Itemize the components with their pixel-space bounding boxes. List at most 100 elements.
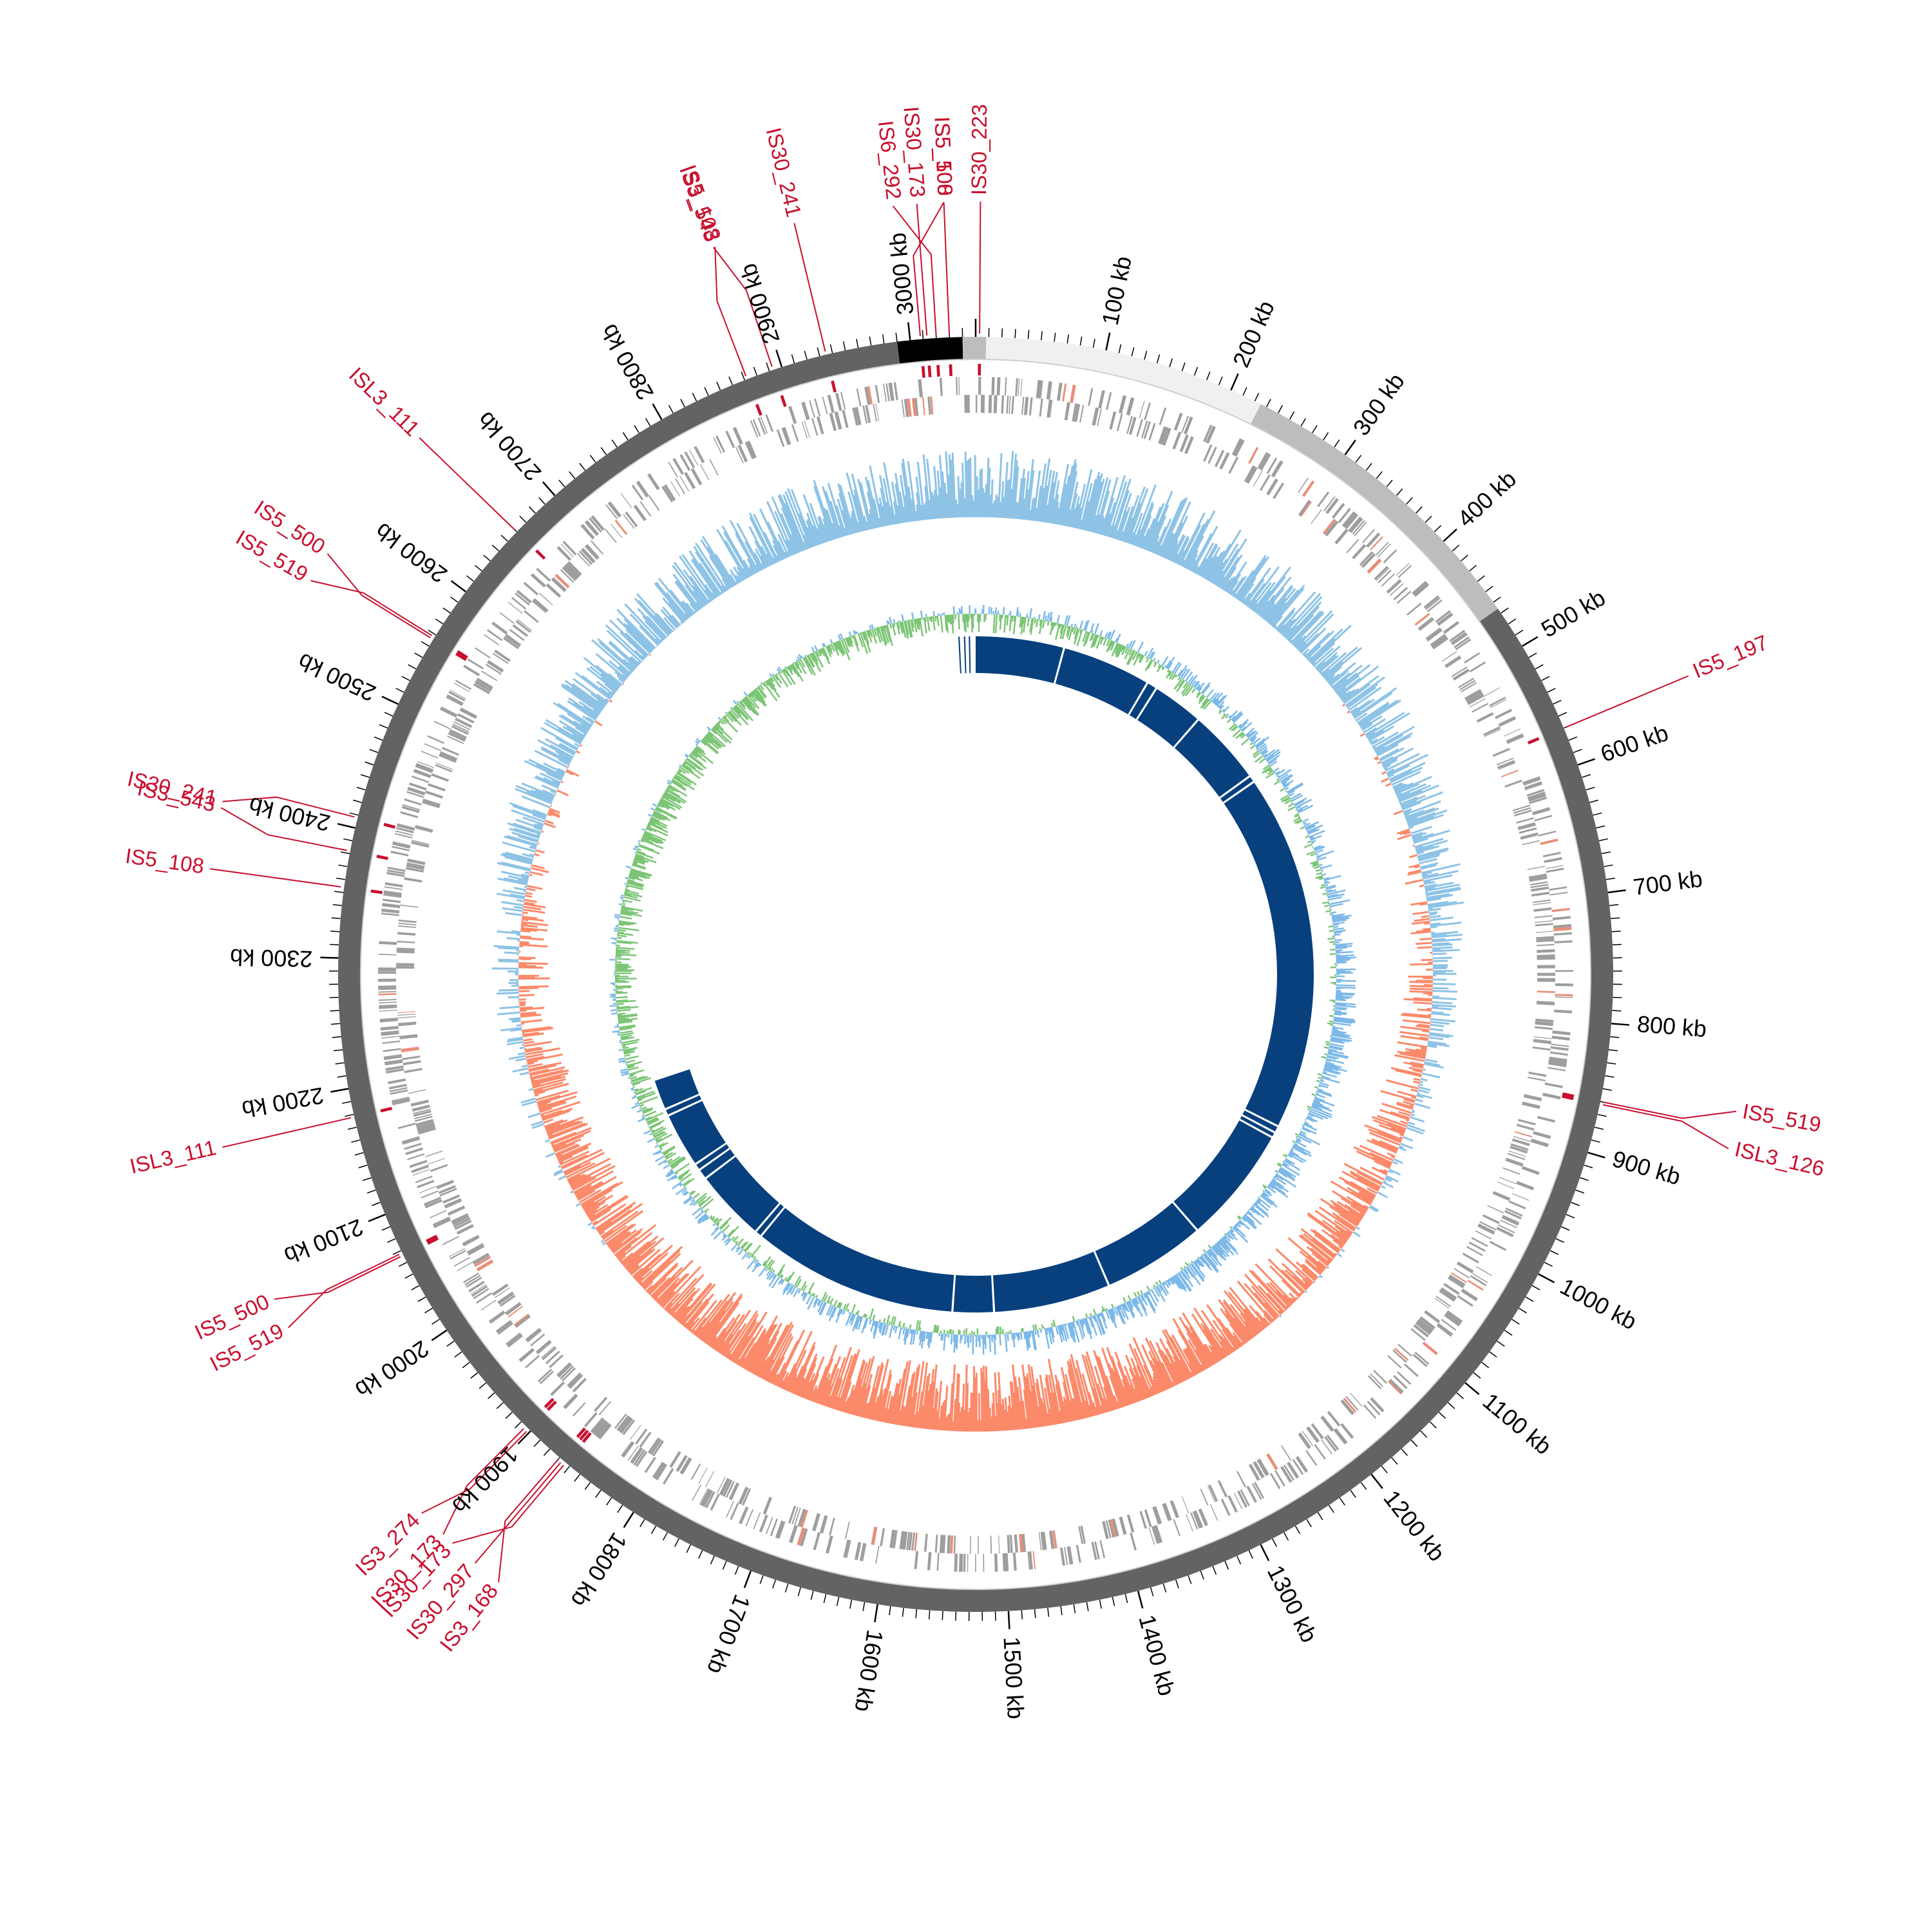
gene-block xyxy=(1497,760,1515,770)
gene-block xyxy=(576,553,591,567)
gene-block xyxy=(394,833,413,838)
is-label-leader xyxy=(892,205,937,335)
gene-block xyxy=(1162,428,1171,446)
minor-tick xyxy=(515,1421,522,1428)
gene-block xyxy=(560,1365,574,1380)
gene-block xyxy=(591,1418,606,1435)
minor-tick xyxy=(662,1532,668,1541)
minor-tick xyxy=(895,332,898,342)
major-tick xyxy=(1607,889,1626,894)
gene-block xyxy=(1349,1392,1363,1407)
minor-tick xyxy=(1283,1532,1289,1541)
gene-block xyxy=(1492,748,1510,757)
minor-tick xyxy=(710,1555,715,1565)
gene-block xyxy=(762,1497,773,1515)
gene-block xyxy=(384,886,402,891)
gene-block xyxy=(390,1089,408,1095)
scale-label: 700 kb xyxy=(1631,866,1703,901)
gene-block xyxy=(507,601,523,614)
gene-block xyxy=(629,1425,641,1440)
gene-block xyxy=(791,424,799,442)
gene-block xyxy=(801,421,808,439)
gene-block xyxy=(1555,970,1573,972)
is-label-leader xyxy=(916,204,928,336)
gene-block xyxy=(1549,1051,1568,1056)
major-tick xyxy=(874,1604,878,1623)
gene-block xyxy=(516,590,532,604)
gene-block xyxy=(980,395,984,413)
gene-block xyxy=(1397,565,1412,578)
gene-block xyxy=(867,386,873,405)
gene-block xyxy=(378,993,397,996)
gene-block xyxy=(1510,1146,1528,1154)
gene-block xyxy=(380,1026,399,1031)
gene-block xyxy=(1311,509,1322,524)
is-label-leader xyxy=(222,796,355,818)
gene-block xyxy=(1160,427,1170,445)
gene-block xyxy=(485,663,502,675)
gene-block xyxy=(386,1068,404,1074)
gene-block xyxy=(1529,797,1548,804)
gene-block xyxy=(680,1457,692,1475)
gene-block xyxy=(384,882,403,887)
gene-block xyxy=(1370,1397,1385,1413)
gene-block xyxy=(1260,453,1271,471)
gene-block xyxy=(1555,983,1573,987)
minor-tick xyxy=(1289,411,1295,420)
gene-block xyxy=(399,1034,418,1039)
gene-block xyxy=(1253,470,1263,487)
minor-tick xyxy=(1439,1412,1446,1419)
major-tick xyxy=(1230,373,1239,391)
gene-block xyxy=(914,397,919,416)
gene-block xyxy=(572,1402,586,1417)
gene-block xyxy=(1015,378,1019,397)
major-tick xyxy=(1443,528,1457,542)
gene-block xyxy=(1396,591,1412,604)
gene-block xyxy=(463,1272,480,1283)
minor-tick xyxy=(1047,1607,1050,1617)
gene-block xyxy=(911,398,917,417)
gene-block xyxy=(1523,779,1541,786)
gene-block xyxy=(1273,461,1283,478)
gene-block xyxy=(402,804,421,811)
gene-block xyxy=(752,419,761,437)
scale-label: 1100 kb xyxy=(1478,1388,1557,1460)
major-tick xyxy=(1611,1023,1630,1026)
gene-block xyxy=(1538,830,1557,837)
gene-block xyxy=(1269,1472,1281,1490)
is-label-leader xyxy=(419,437,515,530)
gene-block xyxy=(424,1197,442,1206)
minor-tick xyxy=(1612,943,1622,945)
gene-block xyxy=(1552,916,1571,920)
gene-block xyxy=(433,1217,451,1229)
gene-block xyxy=(381,912,399,916)
minor-tick xyxy=(1420,1430,1428,1438)
gene-block xyxy=(406,862,425,868)
gene-block xyxy=(604,528,617,544)
gene-block xyxy=(1367,1375,1382,1390)
gene-block xyxy=(1361,553,1376,569)
gene-block xyxy=(1009,395,1011,414)
minor-tick xyxy=(680,399,685,408)
gene-block xyxy=(453,1217,471,1228)
gene-block xyxy=(1437,612,1454,626)
gene-block xyxy=(1020,378,1023,397)
gene-block xyxy=(901,399,905,418)
blast-hit-block xyxy=(1129,683,1156,719)
gene-block xyxy=(408,1089,426,1094)
is-element-mark xyxy=(1527,737,1540,744)
scale-label: 1400 kb xyxy=(1133,1612,1180,1698)
minor-tick xyxy=(404,1273,413,1279)
gene-block xyxy=(567,1372,582,1387)
gene-block xyxy=(862,405,868,424)
minor-tick xyxy=(424,1307,433,1314)
gene-block xyxy=(1529,876,1548,882)
gene-block xyxy=(398,925,417,929)
gene-block xyxy=(1439,1289,1456,1302)
gene-block xyxy=(1186,1514,1193,1531)
gene-block xyxy=(1387,1355,1402,1368)
gene-block xyxy=(499,1294,516,1307)
gene-block xyxy=(722,1479,733,1497)
is-element-mark xyxy=(546,1400,557,1411)
minor-tick xyxy=(1021,1610,1023,1620)
